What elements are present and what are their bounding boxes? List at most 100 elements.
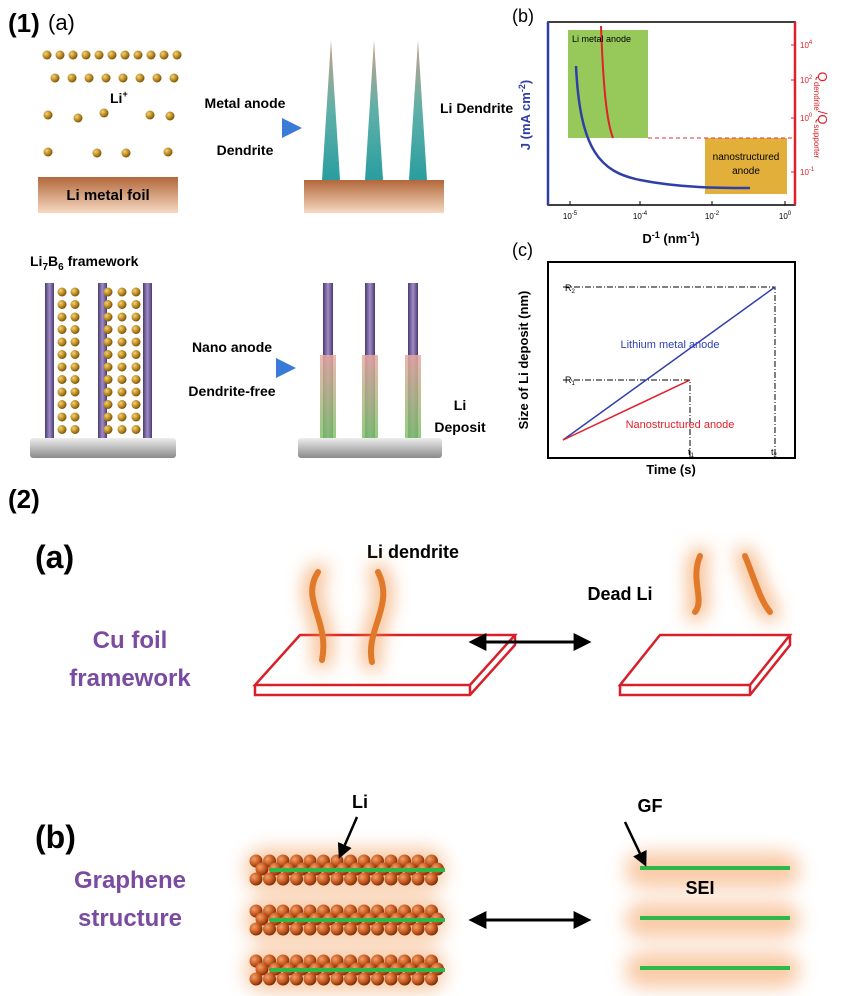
li-atom — [371, 873, 384, 886]
li-atom — [412, 923, 425, 936]
cu-foil — [255, 635, 790, 695]
text: Dendrite-free — [188, 383, 275, 399]
x-tick-label: 10-4 — [633, 211, 648, 221]
ion — [118, 413, 127, 422]
li-atom — [250, 873, 263, 886]
y2-tick-label: 100 — [800, 113, 813, 123]
tick-exp: -5 — [572, 211, 578, 217]
ion — [56, 51, 65, 60]
text: Deposit — [434, 419, 486, 435]
text: Nano anode — [192, 339, 272, 355]
text: R1 — [565, 375, 576, 387]
ion — [153, 74, 162, 83]
text: Graphene — [74, 867, 186, 894]
li-atom — [398, 873, 411, 886]
li-atom — [250, 923, 263, 936]
text: Li — [352, 792, 368, 812]
li-atom — [263, 923, 276, 936]
ion — [136, 74, 145, 83]
ion — [164, 148, 173, 157]
text: Li metal foil — [66, 187, 149, 204]
li-atom — [425, 873, 438, 886]
ion — [71, 338, 80, 347]
ion — [71, 425, 80, 434]
li-atom — [412, 973, 425, 986]
ion — [93, 149, 102, 158]
li-atom — [371, 923, 384, 936]
ion — [71, 400, 80, 409]
ion — [104, 338, 113, 347]
ion — [71, 413, 80, 422]
text: Lithium metal anode — [620, 339, 719, 351]
axis-label: Qdendrite/Qsupporter — [812, 72, 830, 159]
li-atom — [398, 923, 411, 936]
ion — [58, 325, 67, 334]
li-atom — [263, 873, 276, 886]
ion — [119, 74, 128, 83]
ion — [58, 425, 67, 434]
li-atom — [250, 973, 263, 986]
pillar — [143, 283, 152, 438]
dendrites — [312, 556, 770, 662]
li-atom — [317, 873, 330, 886]
ion — [104, 350, 113, 359]
ion — [71, 325, 80, 334]
li-atom — [371, 973, 384, 986]
tick-exp: -1 — [809, 167, 815, 173]
ion — [58, 375, 67, 384]
li-atom — [385, 973, 398, 986]
ion — [51, 74, 60, 83]
panel-1a: (1) (a) Li+ Li metal foil Metal anode De… — [8, 8, 513, 458]
ion — [71, 313, 80, 322]
pillars — [45, 283, 152, 438]
ion — [71, 388, 80, 397]
line — [563, 287, 775, 440]
y2-tick-label: 10-1 — [800, 167, 815, 177]
ion — [58, 363, 67, 372]
ion — [104, 363, 113, 372]
li-atom — [425, 923, 438, 936]
ion — [118, 363, 127, 372]
ion — [118, 325, 127, 334]
label: (2) — [8, 484, 40, 514]
ion — [104, 413, 113, 422]
ion — [104, 313, 113, 322]
ion — [44, 111, 53, 120]
ion — [146, 111, 155, 120]
axis-label: Size of Li deposit (nm) — [516, 291, 531, 430]
text: Dead Li — [587, 584, 652, 604]
ion — [104, 325, 113, 334]
ion — [118, 425, 127, 434]
li-atom — [344, 973, 357, 986]
li-atom — [304, 973, 317, 986]
ion — [118, 288, 127, 297]
ion — [132, 325, 141, 334]
text: GF — [638, 796, 663, 816]
ion — [58, 400, 67, 409]
ion — [104, 425, 113, 434]
ion — [170, 74, 179, 83]
panel-1c: (c) R2 R1 t1 t2 Lithium metal anode Nano… — [512, 240, 795, 477]
ion — [132, 425, 141, 434]
ion — [132, 313, 141, 322]
tick-exp: -2 — [714, 211, 720, 217]
plate — [298, 438, 442, 458]
li-atom — [358, 923, 371, 936]
li-atom — [277, 923, 290, 936]
ion — [82, 51, 91, 60]
text: nanostructured — [713, 152, 780, 163]
label: (b) — [35, 819, 76, 855]
ion — [134, 51, 143, 60]
ion — [71, 350, 80, 359]
axis-label: D-1 (nm-1) — [642, 230, 699, 246]
li-atom — [331, 923, 344, 936]
tick-exp: -4 — [642, 211, 648, 217]
li-atom — [331, 873, 344, 886]
ion — [132, 300, 141, 309]
ion — [74, 114, 83, 123]
text: SEI — [685, 878, 714, 898]
text: R2 — [565, 283, 576, 295]
ion — [100, 109, 109, 118]
label: (a) — [35, 539, 74, 575]
ion — [118, 388, 127, 397]
